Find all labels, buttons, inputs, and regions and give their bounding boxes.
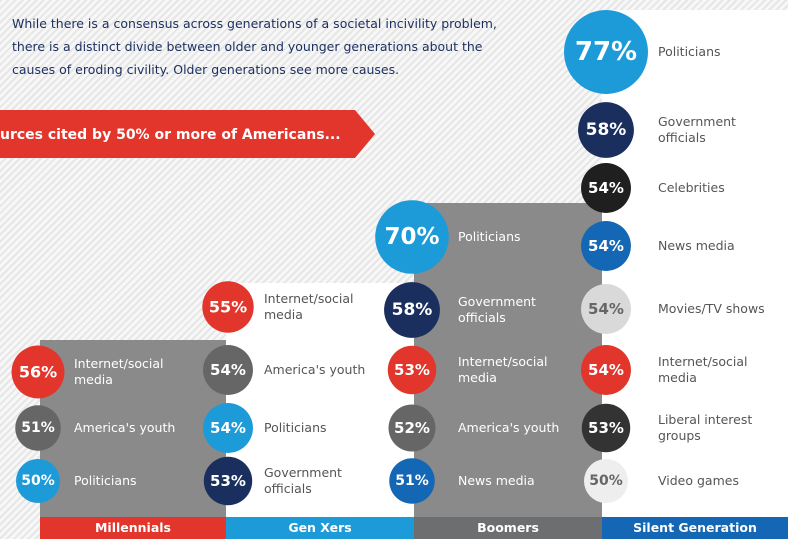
percent-circle xyxy=(388,404,436,452)
banner xyxy=(0,110,375,158)
cause-label: Internet/social media xyxy=(264,291,354,322)
percent-circle xyxy=(16,459,60,503)
percent-label: 77% xyxy=(575,37,637,67)
percent-label: 54% xyxy=(588,300,624,318)
cause-label: Movies/TV shows xyxy=(658,301,765,316)
percent-label: 50% xyxy=(589,473,623,489)
cause-label: Government officials xyxy=(264,465,342,496)
percent-circle xyxy=(581,345,631,395)
percent-label: 52% xyxy=(394,419,430,437)
panel xyxy=(414,203,602,517)
percent-label: 54% xyxy=(210,361,246,379)
percent-circle xyxy=(389,458,435,504)
cause-label: Internet/social media xyxy=(458,354,548,385)
percent-circle xyxy=(578,102,634,158)
percent-circle xyxy=(581,284,631,334)
group-name: Silent Generation xyxy=(602,517,788,539)
banner-text: urces cited by 50% or more of Americans.… xyxy=(0,127,341,143)
intro: While there is a consensus across genera… xyxy=(12,12,497,81)
cause-label: America's youth xyxy=(264,362,366,377)
percent-circle xyxy=(203,456,253,506)
panel xyxy=(602,10,788,517)
percent-circle xyxy=(203,403,253,453)
percent-label: 51% xyxy=(395,473,429,489)
panel xyxy=(40,340,226,517)
intro-line: there is a distinct divide between older… xyxy=(12,39,483,54)
panel xyxy=(226,283,414,517)
percent-label: 54% xyxy=(588,237,624,255)
cause-label: Politicians xyxy=(74,473,137,488)
cause-label: Internet/social media xyxy=(74,356,164,387)
intro-line: While there is a consensus across genera… xyxy=(12,16,497,31)
intro-line: causes of eroding civility. Older genera… xyxy=(12,62,400,77)
cause-label: Video games xyxy=(658,473,739,488)
percent-label: 53% xyxy=(588,419,624,437)
percent-label: 70% xyxy=(384,224,439,250)
percent-label: 54% xyxy=(210,419,246,437)
percent-circle xyxy=(581,403,631,453)
percent-label: 53% xyxy=(394,361,430,379)
percent-circle xyxy=(11,345,65,399)
group-name: Boomers xyxy=(414,517,602,539)
percent-label: 50% xyxy=(21,473,55,489)
cause-label: Government officials xyxy=(458,294,536,325)
cause-label: Government officials xyxy=(658,114,736,145)
percent-label: 55% xyxy=(209,298,247,317)
cause-label: America's youth xyxy=(458,420,560,435)
percent-circle xyxy=(203,345,253,395)
percent-label: 53% xyxy=(210,472,246,490)
group-name: Gen Xers xyxy=(226,517,414,539)
cause-label: News media xyxy=(658,238,735,253)
percent-circle xyxy=(581,221,631,271)
percent-circle xyxy=(384,282,440,338)
cause-label: Politicians xyxy=(658,44,721,59)
group-name: Millennials xyxy=(40,517,226,539)
percent-circle xyxy=(375,200,449,274)
percent-label: 54% xyxy=(588,179,624,197)
percent-label: 54% xyxy=(588,361,624,379)
cause-label: News media xyxy=(458,473,535,488)
cause-label: Liberal interest groups xyxy=(658,412,753,443)
cause-label: Politicians xyxy=(264,420,327,435)
percent-label: 51% xyxy=(21,420,55,436)
percent-circle xyxy=(581,163,631,213)
percent-label: 58% xyxy=(586,120,627,140)
percent-label: 58% xyxy=(392,300,433,320)
percent-circle xyxy=(564,10,648,94)
cause-label: Celebrities xyxy=(658,180,725,195)
percent-circle xyxy=(387,345,437,395)
cause-label: America's youth xyxy=(74,420,176,435)
percent-label: 56% xyxy=(19,363,57,382)
percent-circle xyxy=(584,459,628,503)
cause-label: Internet/social media xyxy=(658,354,748,385)
percent-circle xyxy=(202,281,254,333)
cause-label: Politicians xyxy=(458,229,521,244)
percent-circle xyxy=(15,405,61,451)
